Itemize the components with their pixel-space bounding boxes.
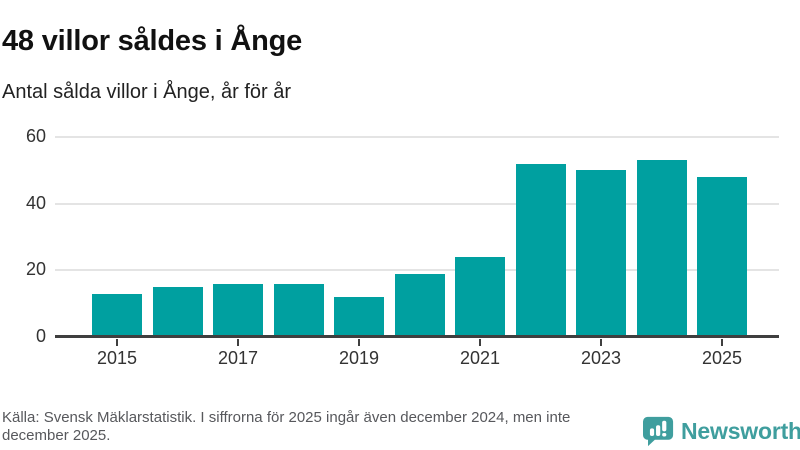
bar-2021 bbox=[455, 257, 505, 337]
tick-mark-2021 bbox=[479, 339, 481, 346]
page-title: 48 villor såldes i Ånge bbox=[2, 25, 303, 58]
bar-2016 bbox=[152, 287, 203, 337]
bar-2020 bbox=[394, 273, 445, 337]
bar-chart-speech-bubble-icon bbox=[643, 416, 674, 447]
gridline-60 bbox=[55, 136, 779, 138]
x-axis: 2015 2017 2019 2021 2023 2025 bbox=[55, 338, 779, 378]
x-axis-label-2023: 2023 bbox=[580, 348, 622, 368]
tick-mark-2015 bbox=[116, 339, 118, 346]
y-axis-label-40: 40 bbox=[25, 192, 46, 213]
bar-chart: 0 20 40 60 2015 2017 2019 2021 2023 2025 bbox=[0, 126, 779, 378]
brand-name: Newsworthy bbox=[681, 418, 800, 444]
plot-area bbox=[55, 130, 779, 338]
x-axis-line bbox=[55, 335, 779, 338]
tick-mark-2023 bbox=[600, 339, 602, 346]
gridline-40 bbox=[55, 202, 779, 205]
y-axis-label-0: 0 bbox=[35, 326, 46, 346]
page-subtitle: Antal sålda villor i Ånge, år för år bbox=[2, 81, 292, 103]
y-axis-label-20: 20 bbox=[25, 259, 46, 280]
tick-mark-2019 bbox=[358, 339, 360, 346]
bar-2015 bbox=[92, 293, 142, 337]
x-axis-label-2021: 2021 bbox=[459, 348, 501, 368]
bar-2022 bbox=[515, 163, 566, 337]
x-axis-label-2015: 2015 bbox=[96, 348, 138, 368]
bar-2017 bbox=[213, 283, 263, 337]
bar-2018 bbox=[273, 283, 324, 337]
y-axis-label-60: 60 bbox=[25, 126, 46, 146]
newsworthy-brand: Newsworthy bbox=[643, 416, 800, 447]
source-note: Källa: Svensk Mäklarstatistik. I siffror… bbox=[2, 409, 571, 445]
bar-2019 bbox=[334, 297, 384, 337]
tick-mark-2017 bbox=[237, 339, 239, 346]
y-axis: 0 20 40 60 bbox=[0, 126, 46, 346]
tick-mark-2025 bbox=[721, 339, 723, 346]
x-axis-label-2025: 2025 bbox=[701, 348, 743, 368]
gridline-20 bbox=[55, 269, 779, 272]
bar-2024 bbox=[636, 160, 687, 337]
x-axis-label-2019: 2019 bbox=[338, 348, 380, 368]
x-axis-label-2017: 2017 bbox=[217, 348, 259, 368]
bar-2023 bbox=[576, 170, 626, 337]
bar-2025 bbox=[697, 177, 747, 337]
